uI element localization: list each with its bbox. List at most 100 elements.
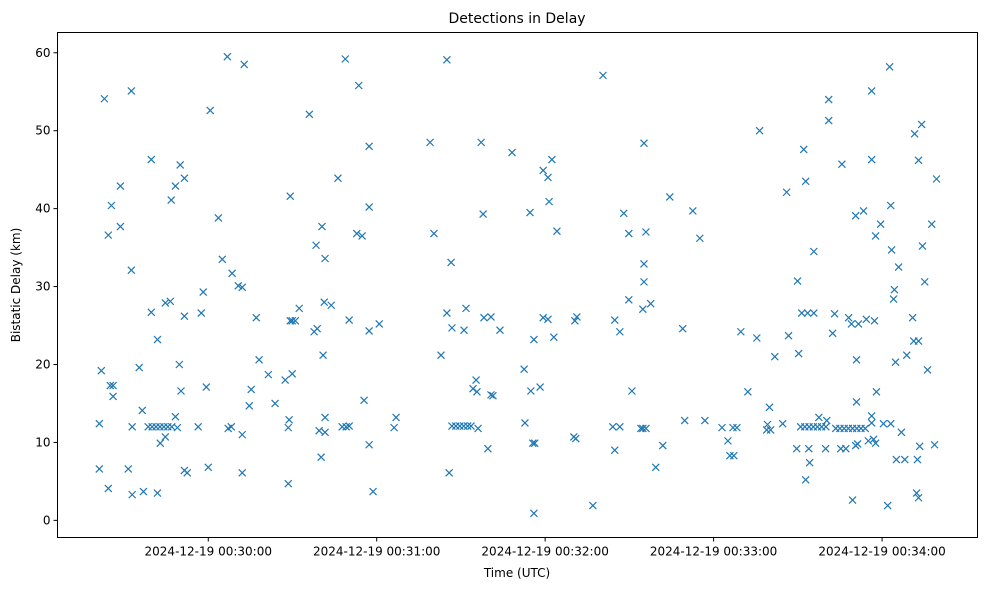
data-point-marker [923,366,932,374]
data-point-marker [867,419,876,427]
data-point-marker [107,201,116,210]
data-point-marker [915,442,924,451]
data-point-marker [369,487,377,496]
y-axis-label: Bistatic Delay (km) [9,228,23,343]
data-point-marker [610,316,619,324]
data-point-marker [139,487,148,496]
data-point-marker [824,95,833,104]
data-point-marker [821,422,830,431]
data-point-marker [238,468,247,477]
data-point-marker [317,453,326,462]
data-point-marker [445,468,454,477]
data-point-marker [910,129,919,138]
data-point-marker [805,458,814,467]
data-point-marker [156,439,165,448]
data-point-marker [448,422,456,430]
data-point-marker [718,423,726,432]
data-point-marker [206,106,215,115]
data-point-marker [887,246,896,254]
data-point-marker [529,509,538,518]
data-point-marker [688,207,697,215]
data-point-marker [588,501,597,510]
data-point-marker [642,424,650,433]
data-point-marker [437,351,445,360]
data-point-marker [319,351,328,360]
x-axis: 2024-12-19 00:30:00 2024-12-19 00:31:00 20… [145,537,946,559]
data-point-marker [539,166,548,175]
plot-frame [57,32,978,538]
data-point-marker [496,326,504,335]
data-point-marker [570,316,579,325]
data-point-marker [871,231,880,240]
x-tick-label: 2024-12-19 00:33:00 [650,545,777,559]
data-point-marker [426,138,434,147]
data-point-marker [729,423,737,432]
data-point-marker [489,391,497,400]
data-point-marker [920,277,929,286]
data-point-marker [801,177,810,186]
data-point-marker [238,430,247,439]
data-point-marker [627,387,636,395]
data-point-marker [327,301,336,310]
data-point-marker [536,383,545,392]
data-point-marker [755,126,764,135]
data-point-marker [608,422,617,431]
data-point-marker [528,439,537,448]
data-point-marker [352,229,361,238]
data-point-marker [202,383,211,392]
data-point-marker [784,331,793,340]
data-point-marker [483,444,492,453]
data-point-marker [334,174,342,183]
data-point-marker [894,263,903,272]
y-tick-label: 50 [35,124,50,138]
data-point-marker [876,220,885,229]
data-point-marker [167,196,176,204]
data-point-marker [100,94,109,103]
data-point-marker [794,349,803,358]
data-point-marker [778,419,787,428]
data-point-marker [109,392,118,401]
data-point-marker [305,110,314,119]
data-point-marker [793,277,802,286]
data-point-marker [640,260,648,268]
data-point-marker [318,222,326,231]
data-point-marker [861,424,870,433]
data-point-marker [281,376,290,385]
data-point-marker [320,298,329,307]
data-point-marker [854,320,863,328]
data-point-marker [106,381,115,390]
y-tick-label: 0 [43,513,51,527]
data-point-marker [455,422,464,430]
data-point-marker [127,87,136,95]
data-point-marker [227,422,236,431]
data-point-marker [640,277,648,286]
data-point-marker [171,182,180,190]
data-point-marker [571,434,580,443]
data-point-marker [128,490,137,499]
data-point-marker [658,441,667,450]
data-point-marker [828,329,837,338]
data-point-marker [914,156,923,165]
data-point-marker [723,436,732,445]
data-point-marker [97,366,106,375]
data-point-marker [124,464,133,473]
x-tick-label: 2024-12-19 00:32:00 [481,545,608,559]
data-point-marker [288,369,297,378]
data-point-marker [477,138,486,147]
data-point-marker [451,422,460,430]
data-point-marker [128,422,137,431]
data-point-marker [472,376,481,385]
data-point-marker [526,208,534,217]
data-point-marker [375,320,384,328]
data-point-marker [252,313,261,322]
data-point-marker [159,422,168,431]
data-point-marker [539,313,548,322]
data-point-marker [223,52,232,61]
data-point-marker [792,444,801,453]
data-point-marker [459,422,468,430]
data-point-marker [116,182,125,190]
data-point-marker [651,463,660,472]
data-point-marker [912,489,921,498]
data-point-marker [914,337,923,346]
